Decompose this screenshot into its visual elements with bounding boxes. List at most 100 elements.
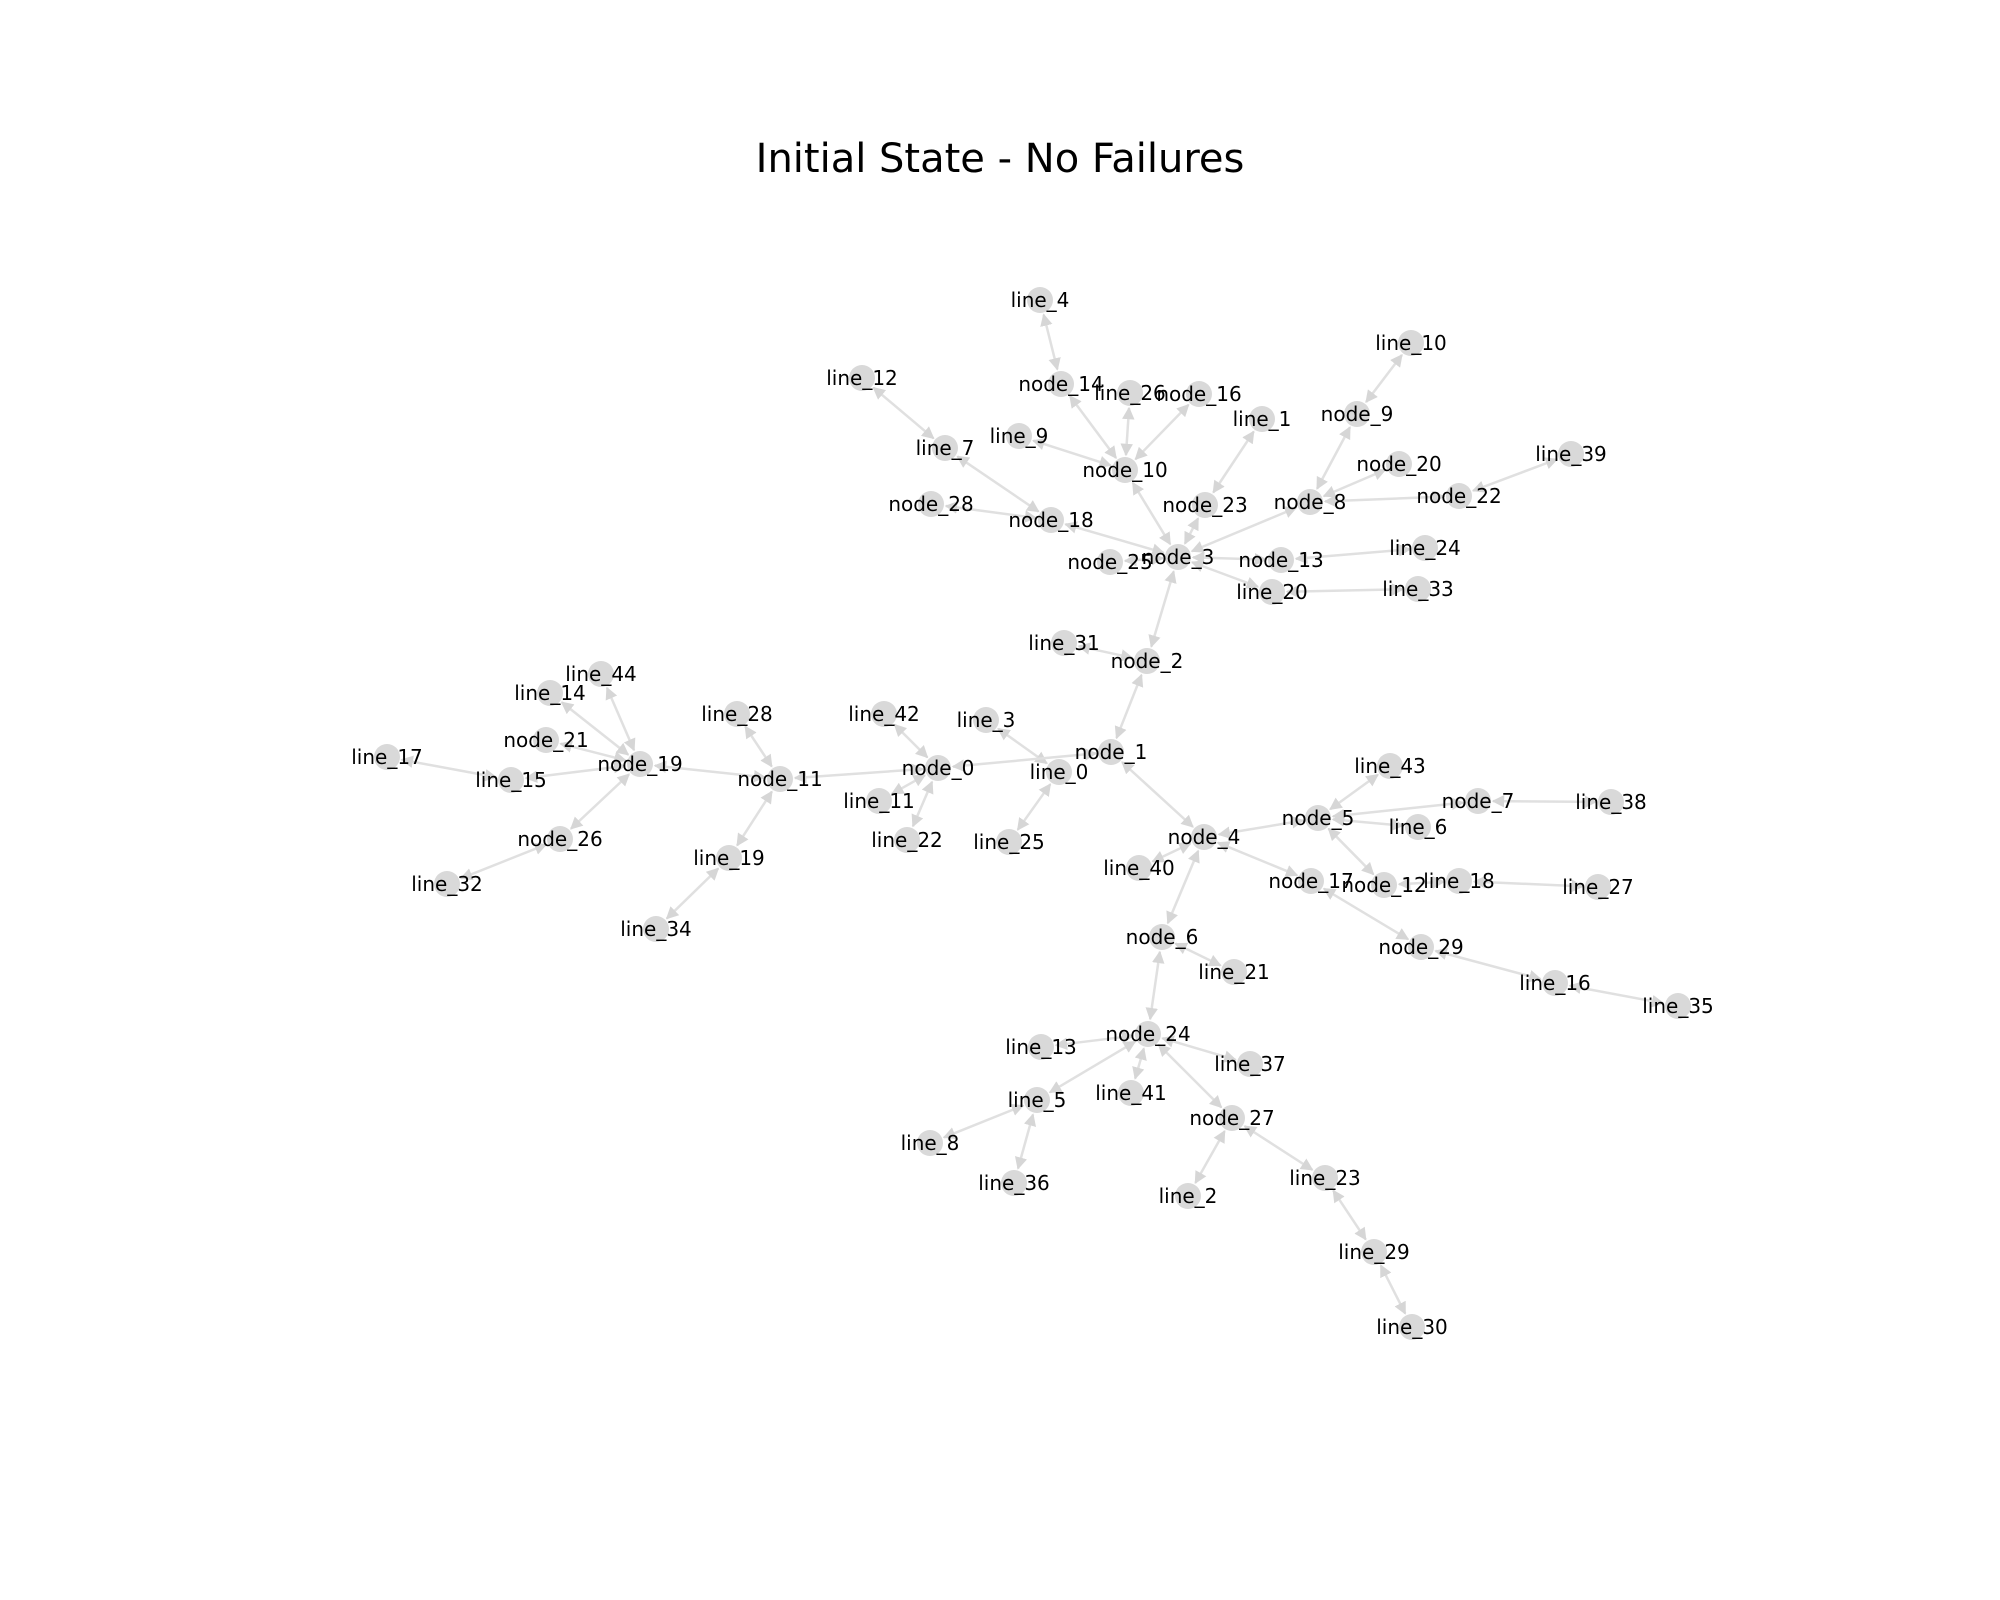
node-label: node_13	[1238, 548, 1323, 572]
node-dot	[925, 755, 951, 781]
node-label: node_22	[1416, 484, 1501, 508]
graph-node-line_30: line_30	[1376, 1314, 1448, 1340]
node-label: line_32	[411, 872, 483, 896]
graph-node-line_37: line_37	[1214, 1051, 1286, 1077]
graph-node-line_39: line_39	[1535, 441, 1607, 467]
graph-node-node_2: node_2	[1111, 648, 1183, 674]
node-dot	[1312, 1165, 1338, 1191]
edge-line_16-line_35	[1568, 981, 1665, 1008]
node-dot	[849, 365, 875, 391]
edge-node_16-node_10	[1134, 403, 1190, 461]
edge-node_5-node_12	[1327, 827, 1375, 876]
graph-node-line_22: line_22	[871, 827, 943, 853]
graph-node-line_1: line_1	[1233, 406, 1291, 432]
edge-node_27-line_23	[1243, 1125, 1314, 1171]
graph-node-line_41: line_41	[1095, 1080, 1167, 1106]
node-label: line_13	[1005, 1035, 1077, 1059]
edge-node_2-node_1	[1114, 673, 1144, 740]
edge-node_22-line_39	[1471, 457, 1559, 493]
edge-line_4-node_14	[1040, 313, 1061, 371]
chart-title: Initial State - No Failures	[755, 136, 1245, 182]
edge-line_31-node_2	[1077, 642, 1134, 662]
graph-node-line_6: line_6	[1389, 814, 1447, 840]
node-dot	[1446, 868, 1472, 894]
node-dot	[973, 707, 999, 733]
edge-node_19-node_26	[570, 773, 630, 830]
graph-node-line_7: line_7	[916, 435, 974, 461]
node-label: node_21	[503, 728, 588, 752]
node-dot	[1117, 380, 1143, 406]
graph-node-line_27: line_27	[1562, 874, 1634, 900]
graph-node-line_36: line_36	[978, 1170, 1050, 1196]
edge-node_23-node_3	[1183, 517, 1200, 545]
node-dot	[1598, 789, 1624, 815]
graph-node-line_44: line_44	[565, 661, 637, 687]
node-dot	[588, 661, 614, 687]
graph-node-node_0: node_0	[902, 755, 974, 781]
node-label: node_7	[1442, 789, 1515, 813]
graph-node-line_23: line_23	[1289, 1165, 1361, 1191]
node-label: node_8	[1274, 490, 1347, 514]
edge-line_10-node_9	[1365, 353, 1403, 404]
node-label: line_29	[1338, 1240, 1410, 1264]
graph-node-node_20: node_20	[1356, 451, 1442, 477]
node-label: node_10	[1082, 458, 1167, 482]
node-dot	[917, 1130, 943, 1156]
node-label: node_28	[888, 492, 973, 516]
node-label: line_10	[1375, 331, 1447, 355]
graph-node-line_16: line_16	[1519, 970, 1591, 996]
node-dot	[918, 491, 944, 517]
edge-line_23-line_29	[1332, 1189, 1367, 1241]
edge-line_17-line_15	[400, 755, 498, 782]
graph-node-node_13: node_13	[1238, 547, 1324, 573]
graph-node-node_29: node_29	[1378, 934, 1464, 960]
edge-node_21-node_19	[559, 740, 627, 764]
graph-node-line_3: line_3	[957, 707, 1015, 733]
node-dot	[1542, 970, 1568, 996]
node-label: node_20	[1356, 452, 1441, 476]
node-label: line_21	[1198, 960, 1270, 984]
node-dot	[1371, 872, 1397, 898]
node-dot	[547, 826, 573, 852]
edge-node_25-node_3	[1123, 552, 1165, 567]
graph-node-line_21: line_21	[1198, 959, 1270, 985]
node-label: line_16	[1519, 971, 1591, 995]
edge-node_26-line_32	[459, 842, 548, 881]
graph-node-line_26: line_26	[1094, 380, 1166, 406]
graph-node-line_31: line_31	[1028, 630, 1100, 656]
node-label: line_35	[1642, 994, 1714, 1018]
node-label: node_4	[1168, 825, 1241, 849]
node-label: line_25	[973, 830, 1045, 854]
node-dot	[767, 766, 793, 792]
node-label: line_9	[990, 424, 1049, 448]
node-dot	[1046, 759, 1072, 785]
node-dot	[1297, 489, 1323, 515]
graph-node-line_5: line_5	[1008, 1087, 1066, 1113]
node-label: node_25	[1067, 550, 1152, 574]
edges-layer	[400, 313, 1665, 1315]
node-label: node_19	[597, 752, 682, 776]
node-dot	[1112, 457, 1138, 483]
node-dot	[1405, 814, 1431, 840]
edge-line_26-node_10	[1120, 406, 1135, 457]
graph-node-node_10: node_10	[1082, 457, 1168, 483]
node-dot	[1249, 406, 1275, 432]
node-label: line_4	[1011, 288, 1070, 312]
edge-node_3-node_2	[1148, 570, 1177, 648]
node-dot	[1219, 1105, 1245, 1131]
node-label: line_27	[1562, 875, 1634, 899]
graph-node-node_12: node_12	[1341, 872, 1427, 898]
node-label: line_2	[1159, 1184, 1218, 1208]
edge-line_5-line_36	[1014, 1113, 1037, 1170]
edge-node_3-node_8	[1190, 506, 1298, 553]
node-dot	[1097, 549, 1123, 575]
edge-node_5-node_7	[1331, 797, 1465, 822]
edge-node_18-node_3	[1064, 521, 1165, 556]
edge-line_5-line_8	[942, 1103, 1025, 1140]
node-label: line_44	[565, 662, 637, 686]
edge-node_0-node_1	[951, 748, 1098, 772]
node-label: line_30	[1376, 1315, 1448, 1339]
graph-node-line_42: line_42	[848, 701, 920, 727]
node-label: line_28	[701, 702, 773, 726]
graph-node-line_20: line_20	[1236, 579, 1308, 605]
